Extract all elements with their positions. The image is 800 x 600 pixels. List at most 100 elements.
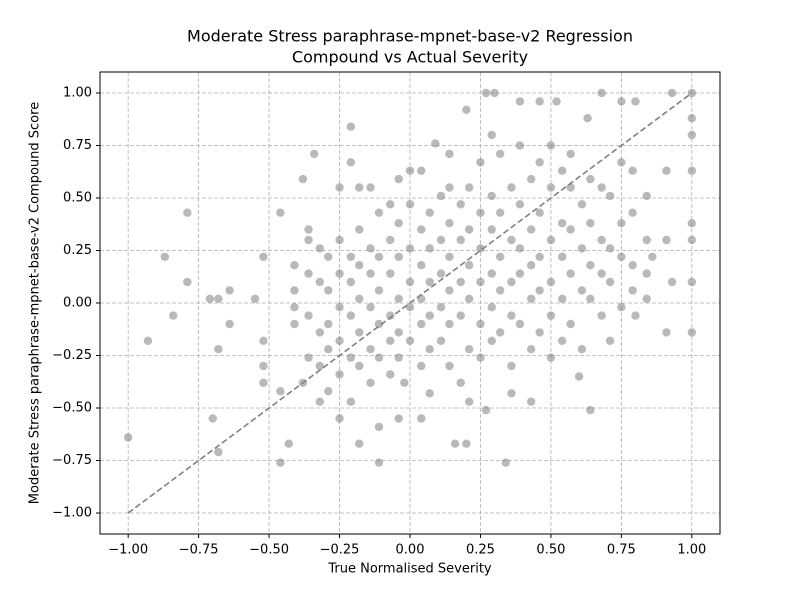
scatter-point bbox=[507, 311, 516, 320]
scatter-point bbox=[456, 311, 465, 320]
scatter-point bbox=[526, 225, 536, 234]
scatter-point bbox=[335, 370, 344, 379]
scatter-point bbox=[662, 166, 671, 175]
scatter-point bbox=[495, 149, 505, 159]
scatter-point bbox=[335, 269, 344, 278]
scatter-point bbox=[617, 158, 626, 167]
scatter-point bbox=[597, 235, 606, 245]
scatter-point bbox=[662, 328, 671, 337]
scatter-point bbox=[557, 166, 567, 175]
scatter-point bbox=[577, 286, 587, 295]
scatter-point bbox=[355, 294, 364, 303]
scatter-point bbox=[386, 336, 395, 345]
scatter-point bbox=[490, 88, 499, 98]
scatter-point bbox=[546, 141, 556, 150]
scatter-point bbox=[586, 261, 595, 270]
scatter-point bbox=[577, 345, 587, 354]
scatter-point bbox=[605, 277, 615, 287]
scatter-point bbox=[546, 311, 556, 320]
scatter-point bbox=[445, 319, 454, 329]
scatter-point bbox=[214, 447, 223, 457]
scatter-point bbox=[309, 149, 319, 159]
scatter-point bbox=[335, 336, 344, 345]
scatter-point bbox=[346, 397, 356, 406]
scatter-point bbox=[642, 294, 651, 303]
scatter-point bbox=[374, 286, 384, 295]
scatter-point bbox=[586, 405, 595, 415]
scatter-point bbox=[208, 414, 217, 423]
scatter-point bbox=[315, 244, 325, 253]
scatter-point bbox=[366, 269, 375, 278]
scatter-point bbox=[290, 303, 299, 312]
scatter-point bbox=[259, 378, 268, 387]
scatter-point bbox=[400, 378, 409, 387]
x-tick-label: −1.00 bbox=[108, 543, 148, 558]
scatter-point bbox=[586, 174, 595, 184]
scatter-point bbox=[386, 200, 395, 209]
scatter-point bbox=[445, 252, 454, 261]
scatter-point bbox=[366, 183, 375, 192]
scatter-point bbox=[566, 183, 575, 192]
scatter-point bbox=[304, 353, 313, 362]
scatter-point bbox=[476, 319, 485, 329]
scatter-point bbox=[417, 261, 426, 270]
scatter-point bbox=[417, 319, 426, 329]
scatter-point bbox=[464, 397, 474, 406]
scatter-point bbox=[394, 174, 403, 184]
scatter-point bbox=[557, 252, 567, 261]
scatter-point bbox=[566, 269, 575, 278]
scatter-point bbox=[507, 389, 516, 398]
scatter-point bbox=[507, 277, 516, 287]
scatter-point bbox=[667, 277, 677, 287]
scatter-point bbox=[315, 277, 325, 287]
scatter-point bbox=[597, 311, 606, 320]
scatter-point bbox=[462, 105, 471, 115]
scatter-point bbox=[225, 286, 234, 295]
scatter-point bbox=[394, 353, 403, 362]
scatter-point bbox=[394, 252, 403, 261]
scatter-point bbox=[436, 269, 446, 278]
scatter-point bbox=[417, 414, 426, 423]
scatter-point bbox=[425, 311, 434, 320]
scatter-point bbox=[436, 336, 446, 345]
scatter-point bbox=[276, 387, 285, 396]
scatter-point bbox=[394, 294, 403, 303]
scatter-point bbox=[577, 244, 587, 253]
scatter-point bbox=[386, 370, 395, 379]
scatter-point bbox=[183, 277, 192, 287]
x-tick-label: −0.75 bbox=[179, 543, 219, 558]
scatter-point bbox=[335, 235, 344, 245]
scatter-point bbox=[495, 252, 505, 261]
scatter-point bbox=[366, 303, 375, 312]
scatter-point bbox=[394, 414, 403, 423]
scatter-point bbox=[642, 191, 651, 201]
scatter-point bbox=[552, 97, 561, 106]
x-tick-label: 0.00 bbox=[396, 543, 425, 558]
scatter-point bbox=[526, 294, 536, 303]
x-tick-label: −0.25 bbox=[320, 543, 360, 558]
scatter-point bbox=[315, 328, 325, 337]
scatter-point bbox=[346, 122, 356, 131]
scatter-point bbox=[304, 225, 313, 234]
scatter-point bbox=[464, 294, 474, 303]
scatter-point bbox=[495, 286, 505, 295]
scatter-point bbox=[346, 353, 356, 362]
x-tick-label: 0.50 bbox=[536, 543, 565, 558]
scatter-point bbox=[617, 219, 626, 228]
scatter-point bbox=[515, 97, 525, 106]
scatter-point bbox=[501, 458, 511, 467]
scatter-point bbox=[617, 97, 626, 106]
scatter-point bbox=[526, 261, 536, 270]
scatter-point bbox=[507, 183, 516, 192]
scatter-point bbox=[290, 286, 299, 295]
scatter-point bbox=[346, 311, 356, 320]
scatter-point bbox=[566, 225, 575, 234]
scatter-point bbox=[526, 174, 536, 184]
plot-frame bbox=[99, 71, 721, 535]
scatter-point bbox=[431, 139, 440, 148]
scatter-point bbox=[546, 353, 556, 362]
scatter-point bbox=[495, 208, 505, 217]
scatter-point bbox=[417, 225, 426, 234]
scatter-point bbox=[355, 361, 364, 371]
